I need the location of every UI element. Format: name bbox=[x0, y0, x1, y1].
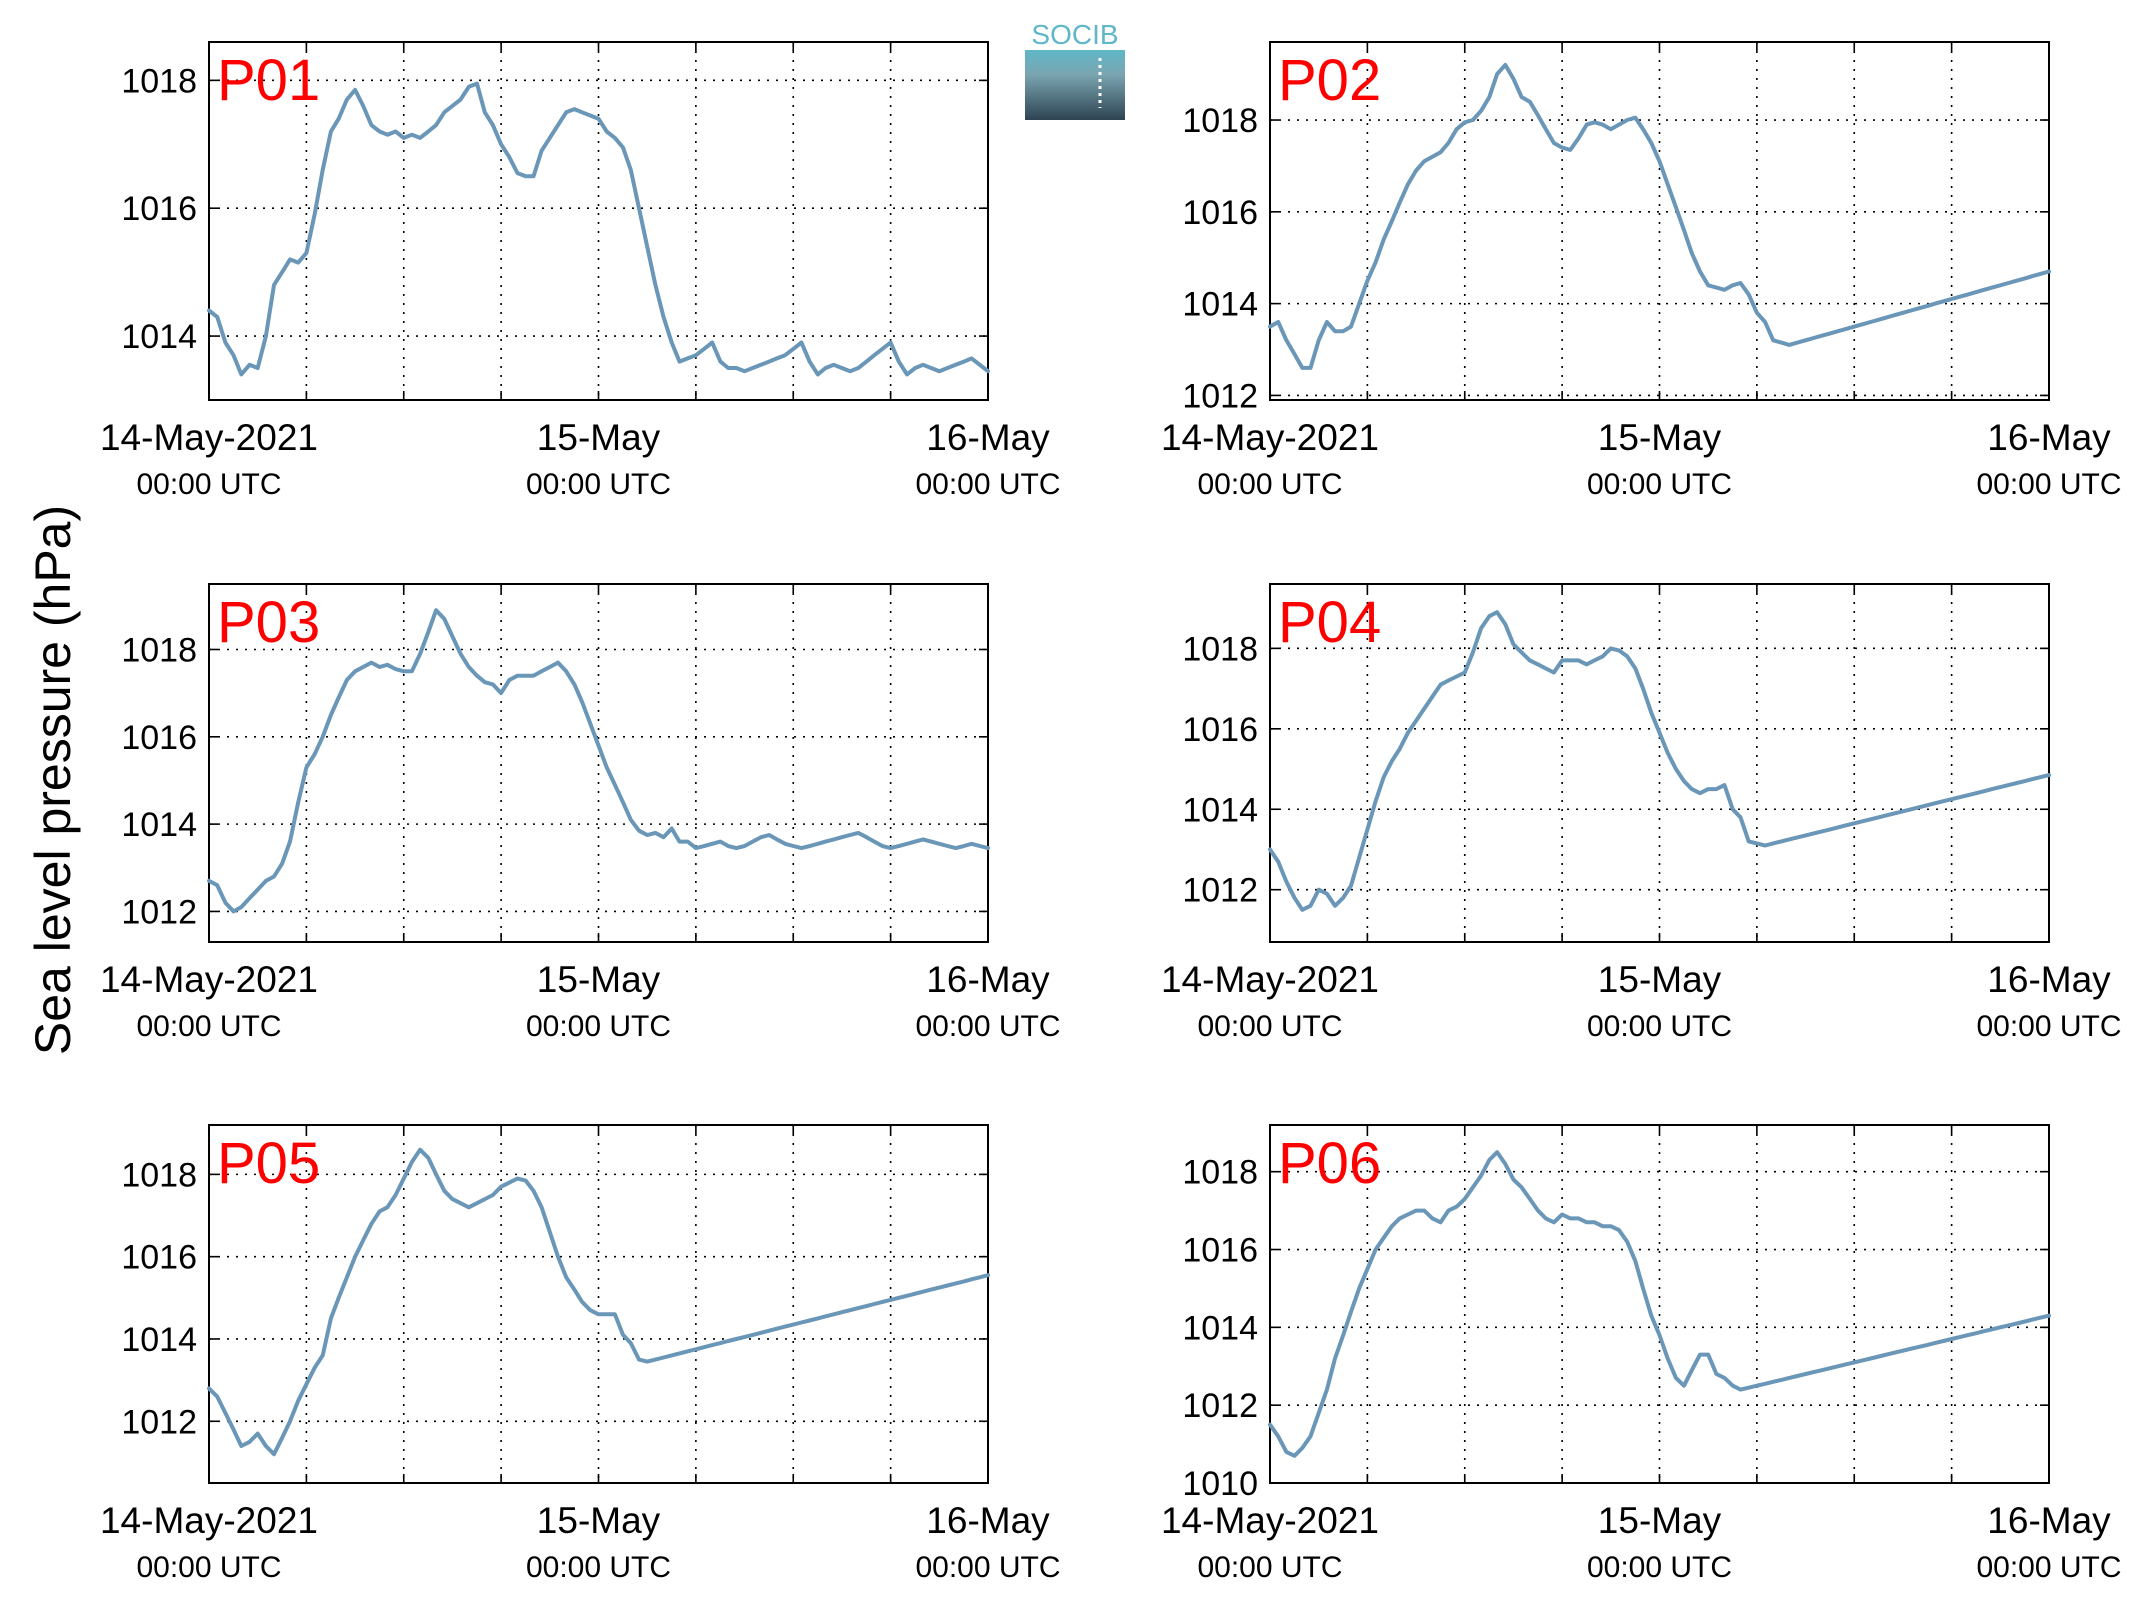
axes-frame bbox=[208, 1124, 989, 1484]
y-tick-label: 1016 bbox=[1182, 711, 1258, 749]
axes-frame bbox=[1269, 1124, 2050, 1484]
x-tick-sublabel: 00:00 UTC bbox=[1587, 1010, 1732, 1043]
panel-label: P03 bbox=[217, 590, 320, 655]
axes-frame bbox=[1269, 583, 2050, 943]
axes-frame bbox=[208, 41, 989, 401]
x-tick-sublabel: 00:00 UTC bbox=[1976, 1010, 2121, 1043]
panel-label: P04 bbox=[1278, 590, 1381, 655]
x-tick-label: 14-May-2021 bbox=[1161, 417, 1379, 458]
y-tick-label: 1012 bbox=[1182, 1387, 1258, 1425]
y-tick-label: 1016 bbox=[1182, 1232, 1258, 1270]
y-tick-label: 1016 bbox=[121, 190, 197, 228]
logo-text: SOCIB bbox=[1031, 19, 1118, 50]
panels: 1014 1016 1018 P01 14-May-2021 00:00 UTC 15-Ma… bbox=[100, 41, 2122, 1584]
y-tick-label: 1016 bbox=[1182, 194, 1258, 232]
y-tick-label: 1014 bbox=[121, 806, 197, 844]
panel-p03: 1012 1014 1016 1018 P03 14-May-2021 00:00 UTC 1… bbox=[100, 583, 1061, 1043]
x-tick-sublabel: 00:00 UTC bbox=[1197, 468, 1342, 501]
panel-p05: 1012 1014 1016 1018 P05 14-May-2021 00:00 UTC 1… bbox=[100, 1124, 1061, 1584]
series-line-p02 bbox=[1268, 62, 2051, 370]
series-line-p05 bbox=[207, 1147, 990, 1457]
x-tick-label: 16-May bbox=[926, 1500, 1050, 1541]
y-tick-label: 1014 bbox=[1182, 791, 1258, 829]
y-tick-label: 1016 bbox=[121, 719, 197, 757]
panel-label: P02 bbox=[1278, 48, 1381, 113]
socib-logo: SOCIB bbox=[1025, 19, 1125, 120]
panel-label: P01 bbox=[217, 48, 320, 113]
series-line-p06 bbox=[1268, 1150, 2051, 1458]
panel-p01: 1014 1016 1018 P01 14-May-2021 00:00 UTC 15-Ma… bbox=[100, 41, 1061, 501]
x-tick-sublabel: 00:00 UTC bbox=[526, 1551, 671, 1584]
y-tick-label: 1010 bbox=[1182, 1465, 1258, 1503]
y-tick-label: 1018 bbox=[1182, 102, 1258, 140]
x-tick-sublabel: 00:00 UTC bbox=[1587, 1551, 1732, 1584]
x-tick-label: 15-May bbox=[1598, 1500, 1722, 1541]
x-tick-label: 14-May-2021 bbox=[100, 417, 318, 458]
axes-frame bbox=[208, 583, 989, 943]
series-line-p01 bbox=[207, 81, 990, 377]
series-line-p04 bbox=[1268, 610, 2051, 912]
logo-block bbox=[1025, 50, 1125, 120]
x-tick-sublabel: 00:00 UTC bbox=[1197, 1551, 1342, 1584]
x-tick-sublabel: 00:00 UTC bbox=[526, 468, 671, 501]
panel-p06: 1010 1012 1014 1016 1018 P06 14-May-2021 00:00 … bbox=[1161, 1124, 2122, 1584]
x-tick-sublabel: 00:00 UTC bbox=[136, 1551, 281, 1584]
x-tick-label: 14-May-2021 bbox=[1161, 959, 1379, 1000]
x-tick-label: 16-May bbox=[1987, 1500, 2111, 1541]
y-tick-label: 1012 bbox=[121, 893, 197, 931]
x-tick-label: 15-May bbox=[537, 417, 661, 458]
y-tick-label: 1014 bbox=[1182, 286, 1258, 324]
y-tick-label: 1018 bbox=[121, 631, 197, 669]
y-tick-label: 1012 bbox=[1182, 872, 1258, 910]
x-tick-label: 14-May-2021 bbox=[1161, 1500, 1379, 1541]
x-tick-label: 16-May bbox=[1987, 417, 2111, 458]
y-tick-label: 1016 bbox=[121, 1239, 197, 1277]
x-tick-sublabel: 00:00 UTC bbox=[1976, 1551, 2121, 1584]
x-tick-sublabel: 00:00 UTC bbox=[1976, 468, 2121, 501]
x-tick-sublabel: 00:00 UTC bbox=[1197, 1010, 1342, 1043]
y-tick-label: 1018 bbox=[121, 62, 197, 100]
x-tick-sublabel: 00:00 UTC bbox=[915, 1010, 1060, 1043]
panel-p04: 1012 1014 1016 1018 P04 14-May-2021 00:00 UTC 1… bbox=[1161, 583, 2122, 1043]
y-tick-label: 1012 bbox=[1182, 377, 1258, 415]
x-tick-sublabel: 00:00 UTC bbox=[136, 468, 281, 501]
axes-frame bbox=[1269, 41, 2050, 401]
series-line-p03 bbox=[207, 608, 990, 914]
x-tick-label: 15-May bbox=[537, 1500, 661, 1541]
panel-p02: 1012 1014 1016 1018 P02 14-May-2021 00:00 UTC 1… bbox=[1161, 41, 2122, 501]
y-tick-label: 1014 bbox=[121, 1321, 197, 1359]
x-tick-sublabel: 00:00 UTC bbox=[526, 1010, 671, 1043]
x-tick-sublabel: 00:00 UTC bbox=[1587, 468, 1732, 501]
x-tick-sublabel: 00:00 UTC bbox=[136, 1010, 281, 1043]
y-tick-label: 1014 bbox=[121, 318, 197, 356]
x-tick-label: 15-May bbox=[1598, 417, 1722, 458]
x-tick-label: 16-May bbox=[926, 417, 1050, 458]
panel-label: P06 bbox=[1278, 1131, 1381, 1196]
y-tick-label: 1018 bbox=[1182, 1154, 1258, 1192]
y-tick-label: 1014 bbox=[1182, 1309, 1258, 1347]
x-tick-label: 14-May-2021 bbox=[100, 959, 318, 1000]
x-tick-label: 16-May bbox=[926, 959, 1050, 1000]
x-tick-sublabel: 00:00 UTC bbox=[915, 468, 1060, 501]
y-tick-label: 1012 bbox=[121, 1403, 197, 1441]
panel-label: P05 bbox=[217, 1131, 320, 1196]
y-axis-label: Sea level pressure (hPa) bbox=[25, 505, 81, 1055]
x-tick-label: 15-May bbox=[1598, 959, 1722, 1000]
x-tick-sublabel: 00:00 UTC bbox=[915, 1551, 1060, 1584]
y-tick-label: 1018 bbox=[1182, 630, 1258, 668]
x-tick-label: 15-May bbox=[537, 959, 661, 1000]
x-tick-label: 14-May-2021 bbox=[100, 1500, 318, 1541]
y-tick-label: 1018 bbox=[121, 1156, 197, 1194]
x-tick-label: 16-May bbox=[1987, 959, 2111, 1000]
